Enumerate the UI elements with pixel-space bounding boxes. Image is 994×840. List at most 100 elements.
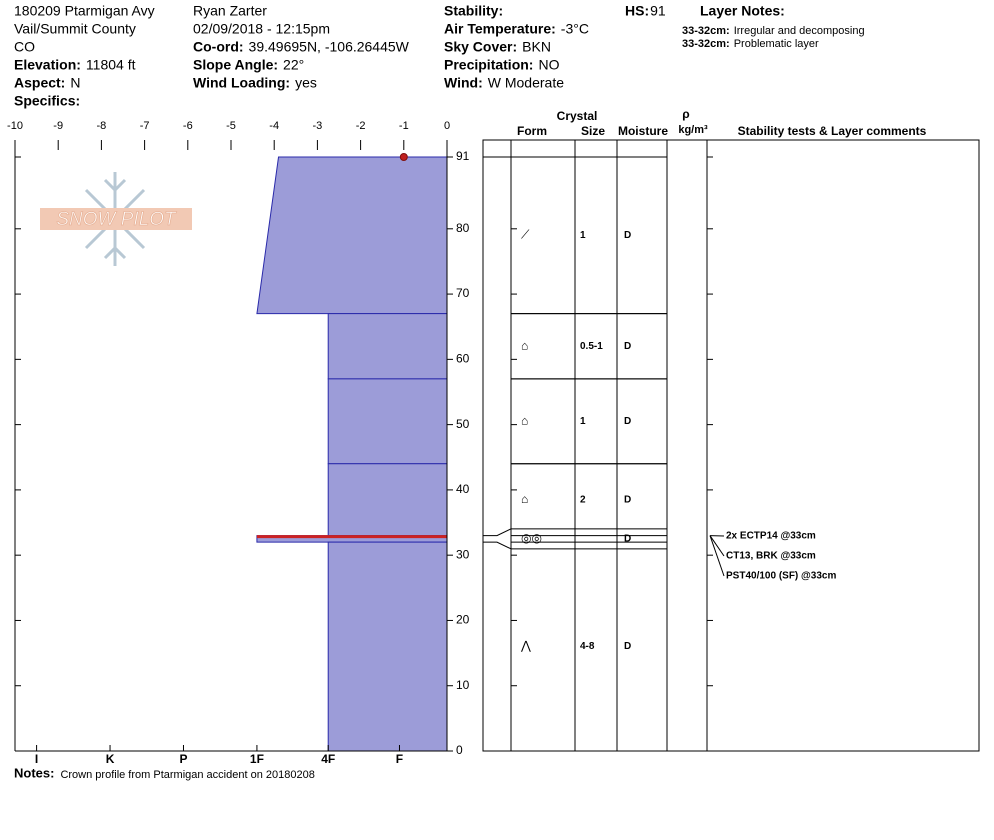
notes-text: Crown profile from Ptarmigan accident on… <box>60 769 314 781</box>
size: 4-8 <box>580 641 595 652</box>
stability-test: CT13, BRK @33cm <box>726 551 816 562</box>
x-tick-label: -2 <box>356 120 366 132</box>
x-tick-label: -4 <box>269 120 279 132</box>
header-text: Ryan Zarter <box>193 3 267 19</box>
y-tick-label: 91 <box>456 149 470 163</box>
moisture: D <box>624 641 631 652</box>
header-label: Precipitation: <box>444 57 533 73</box>
header-label: Specifics: <box>14 93 80 109</box>
density-symbol: ρ <box>682 107 689 121</box>
hardness-label: 1F <box>250 752 264 766</box>
y-tick-label: 10 <box>456 678 470 692</box>
header-value: 91 <box>650 3 666 19</box>
size: 2 <box>580 494 586 505</box>
header-text: CO <box>14 39 35 55</box>
column-header: Form <box>517 124 547 138</box>
y-tick-label: 30 <box>456 547 470 561</box>
header-value: W Moderate <box>488 75 564 91</box>
header-label: HS: <box>625 3 649 19</box>
header-label: Stability: <box>444 3 503 19</box>
header-text: 180209 Ptarmigan Avy <box>14 3 155 19</box>
form-symbol: ⟋ <box>521 228 530 242</box>
header-label: Wind Loading: <box>193 75 290 91</box>
surface-marker <box>399 153 408 161</box>
logo-band <box>40 208 192 230</box>
crystal-header: Crystal <box>557 109 598 123</box>
y-tick-label: 0 <box>456 743 463 757</box>
moisture: D <box>624 533 631 544</box>
y-tick-label: 80 <box>456 221 470 235</box>
test-arrow <box>709 535 725 557</box>
header-label: Elevation: <box>14 57 81 73</box>
hardness-label: P <box>179 752 187 766</box>
hardness-label: I <box>35 752 38 766</box>
size: 1 <box>580 416 586 427</box>
snow-layer <box>327 378 448 465</box>
form-symbol: ⌂ <box>521 414 528 428</box>
layer-notes-title: Layer Notes: <box>700 3 785 19</box>
layer-note-depth: 33-32cm: <box>682 38 730 50</box>
column-header: Moisture <box>618 124 668 138</box>
column-header: Stability tests & Layer comments <box>738 124 927 138</box>
header-value: BKN <box>522 39 551 55</box>
layer-connector <box>483 541 512 550</box>
header-value: -3°C <box>561 21 589 37</box>
form-symbol: ⌂ <box>521 492 528 506</box>
snow-layer <box>327 541 448 752</box>
snow-layer <box>327 313 448 380</box>
header-label: Sky Cover: <box>444 39 517 55</box>
size: 0.5-1 <box>580 341 603 352</box>
size: 1 <box>580 230 586 241</box>
x-tick-label: -1 <box>399 120 409 132</box>
moisture: D <box>624 416 631 427</box>
hardness-label: 4F <box>321 752 335 766</box>
moisture: D <box>624 341 631 352</box>
header-label: Aspect: <box>14 75 65 91</box>
header-label: Slope Angle: <box>193 57 278 73</box>
layer-note-text: Problematic layer <box>734 38 819 50</box>
notes-label: Notes: <box>14 765 54 780</box>
layer-note-depth: 33-32cm: <box>682 25 730 37</box>
header-value: 11804 ft <box>86 57 136 73</box>
column-header: Size <box>581 124 605 138</box>
x-tick-label: -9 <box>53 120 63 132</box>
header-value: 39.49695N, -106.26445W <box>249 39 410 55</box>
test-arrow <box>709 535 725 577</box>
x-tick-label: -6 <box>183 120 193 132</box>
moisture: D <box>624 230 631 241</box>
layer-connector <box>483 528 512 537</box>
snow-layer <box>327 463 448 537</box>
header-label: Co-ord: <box>193 39 244 55</box>
stability-test: PST40/100 (SF) @33cm <box>726 571 836 582</box>
header-text: 02/09/2018 - 12:15pm <box>193 21 330 37</box>
logo-text: SNOW PILOT <box>56 209 177 230</box>
header-value: NO <box>538 57 559 73</box>
hardness-label: F <box>396 752 403 766</box>
header-label: Wind: <box>444 75 483 91</box>
header-text: Vail/Summit County <box>14 21 136 37</box>
y-tick-label: 40 <box>456 482 470 496</box>
hardness-label: K <box>106 752 115 766</box>
stability-test: 2x ECTP14 @33cm <box>726 531 816 542</box>
x-tick-label: -3 <box>313 120 323 132</box>
header-label: Air Temperature: <box>444 21 556 37</box>
layer-note-text: Irregular and decomposing <box>734 25 865 37</box>
column-header: kg/m³ <box>678 124 708 136</box>
x-tick-label: 0 <box>444 120 450 132</box>
header-value: yes <box>295 75 317 91</box>
x-tick-label: -10 <box>7 120 23 132</box>
form-symbol: ◎◎ <box>521 531 542 545</box>
y-tick-label: 70 <box>456 286 470 300</box>
snow-layer <box>256 156 448 315</box>
x-tick-label: -8 <box>97 120 107 132</box>
y-tick-label: 60 <box>456 352 470 366</box>
header-value: 22° <box>283 57 304 73</box>
y-tick-label: 20 <box>456 613 470 627</box>
x-tick-label: -7 <box>140 120 150 132</box>
y-tick-label: 50 <box>456 417 470 431</box>
moisture: D <box>624 494 631 505</box>
table-frame <box>482 139 980 752</box>
form-symbol: ⌂ <box>521 338 528 352</box>
